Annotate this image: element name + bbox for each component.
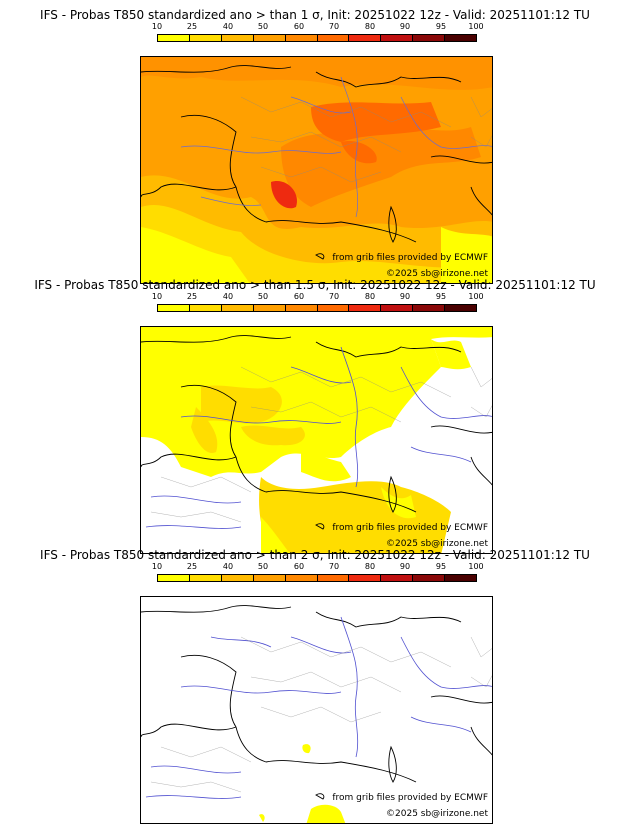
colorbar-tick: 50 bbox=[257, 292, 269, 301]
panel-title: IFS - Probas T850 standardized ano > tha… bbox=[40, 548, 590, 562]
colorbar-swatches bbox=[157, 34, 477, 42]
colorbar-swatch bbox=[349, 35, 382, 41]
colorbar-swatch bbox=[381, 575, 414, 581]
colorbar-swatch bbox=[445, 35, 477, 41]
colorbar-swatch bbox=[445, 575, 477, 581]
colorbar-tick: 10 bbox=[151, 292, 163, 301]
copyright: ©2025 sb@irizone.net bbox=[386, 269, 488, 279]
colorbar-labels: 10 25 40 50 60 70 80 90 95 100 bbox=[152, 22, 484, 34]
colorbar-tick: 70 bbox=[328, 22, 340, 31]
colorbar-tick: 90 bbox=[399, 562, 411, 571]
colorbar-labels: 10 25 40 50 60 70 80 90 95 100 bbox=[152, 292, 484, 304]
colorbar-tick: 70 bbox=[328, 292, 340, 301]
map-panel-1: IFS - Probas T850 standardized ano > tha… bbox=[0, 8, 630, 284]
colorbar-swatch bbox=[189, 305, 222, 311]
colorbar: 10 25 40 50 60 70 80 90 95 100 bbox=[152, 562, 484, 592]
colorbar-swatch bbox=[253, 575, 286, 581]
colorbar-tick: 50 bbox=[257, 22, 269, 31]
colorbar-tick: 60 bbox=[293, 22, 305, 31]
colorbar-labels: 10 25 40 50 60 70 80 90 95 100 bbox=[152, 562, 484, 574]
probability-map: from grib files provided by ECMWF ©2025 … bbox=[140, 596, 493, 824]
colorbar-tick: 100 bbox=[468, 22, 484, 31]
colorbar-tick: 95 bbox=[435, 22, 447, 31]
grib-credit: from grib files provided by ECMWF bbox=[332, 523, 488, 533]
colorbar-tick: 80 bbox=[364, 562, 376, 571]
colorbar-swatch bbox=[349, 575, 382, 581]
map-panel-3: IFS - Probas T850 standardized ano > tha… bbox=[0, 548, 630, 824]
colorbar-tick: 90 bbox=[399, 22, 411, 31]
colorbar-swatch bbox=[221, 575, 254, 581]
colorbar-swatch bbox=[221, 305, 254, 311]
copyright: ©2025 sb@irizone.net bbox=[386, 809, 488, 819]
colorbar-tick: 100 bbox=[468, 562, 484, 571]
colorbar-tick: 25 bbox=[186, 292, 198, 301]
colorbar-swatch bbox=[413, 575, 446, 581]
colorbar-swatch bbox=[158, 305, 190, 311]
colorbar-tick: 95 bbox=[435, 292, 447, 301]
panel-title: IFS - Probas T850 standardized ano > tha… bbox=[34, 278, 596, 292]
colorbar-swatch bbox=[189, 35, 222, 41]
colorbar-tick: 90 bbox=[399, 292, 411, 301]
colorbar-swatch bbox=[158, 575, 190, 581]
colorbar: 10 25 40 50 60 70 80 90 95 100 bbox=[152, 292, 484, 322]
grib-credit: from grib files provided by ECMWF bbox=[332, 793, 488, 803]
colorbar-tick: 60 bbox=[293, 562, 305, 571]
colorbar-tick: 40 bbox=[222, 562, 234, 571]
colorbar-tick: 25 bbox=[186, 22, 198, 31]
colorbar-swatch bbox=[381, 35, 414, 41]
colorbar-tick: 25 bbox=[186, 562, 198, 571]
colorbar-swatch bbox=[285, 305, 318, 311]
colorbar-swatch bbox=[317, 305, 350, 311]
colorbar-tick: 50 bbox=[257, 562, 269, 571]
colorbar-tick: 10 bbox=[151, 22, 163, 31]
probability-map: from grib files provided by ECMWF ©2025 … bbox=[140, 326, 493, 554]
colorbar-tick: 100 bbox=[468, 292, 484, 301]
colorbar-swatches bbox=[157, 304, 477, 312]
colorbar-swatch bbox=[349, 305, 382, 311]
colorbar-tick: 70 bbox=[328, 562, 340, 571]
colorbar-swatch bbox=[158, 35, 190, 41]
colorbar-tick: 95 bbox=[435, 562, 447, 571]
probability-map: from grib files provided by ECMWF ©2025 … bbox=[140, 56, 493, 284]
colorbar-tick: 60 bbox=[293, 292, 305, 301]
map-panel-2: IFS - Probas T850 standardized ano > tha… bbox=[0, 278, 630, 554]
colorbar-swatch bbox=[189, 575, 222, 581]
colorbar-swatch bbox=[413, 305, 446, 311]
colorbar-tick: 80 bbox=[364, 22, 376, 31]
colorbar-tick: 40 bbox=[222, 22, 234, 31]
copyright: ©2025 sb@irizone.net bbox=[386, 539, 488, 549]
colorbar-swatch bbox=[381, 305, 414, 311]
colorbar-swatch bbox=[253, 305, 286, 311]
colorbar-tick: 80 bbox=[364, 292, 376, 301]
colorbar-tick: 40 bbox=[222, 292, 234, 301]
colorbar: 10 25 40 50 60 70 80 90 95 100 bbox=[152, 22, 484, 52]
colorbar-swatch bbox=[317, 35, 350, 41]
map-graphic bbox=[141, 597, 492, 823]
colorbar-swatch bbox=[285, 35, 318, 41]
map-graphic bbox=[141, 57, 492, 283]
colorbar-swatch bbox=[445, 305, 477, 311]
colorbar-tick: 10 bbox=[151, 562, 163, 571]
colorbar-swatch bbox=[253, 35, 286, 41]
colorbar-swatch bbox=[413, 35, 446, 41]
colorbar-swatch bbox=[317, 575, 350, 581]
colorbar-swatch bbox=[285, 575, 318, 581]
colorbar-swatch bbox=[221, 35, 254, 41]
panel-title: IFS - Probas T850 standardized ano > tha… bbox=[40, 8, 590, 22]
map-graphic bbox=[141, 327, 492, 553]
grib-credit: from grib files provided by ECMWF bbox=[332, 253, 488, 263]
colorbar-swatches bbox=[157, 574, 477, 582]
